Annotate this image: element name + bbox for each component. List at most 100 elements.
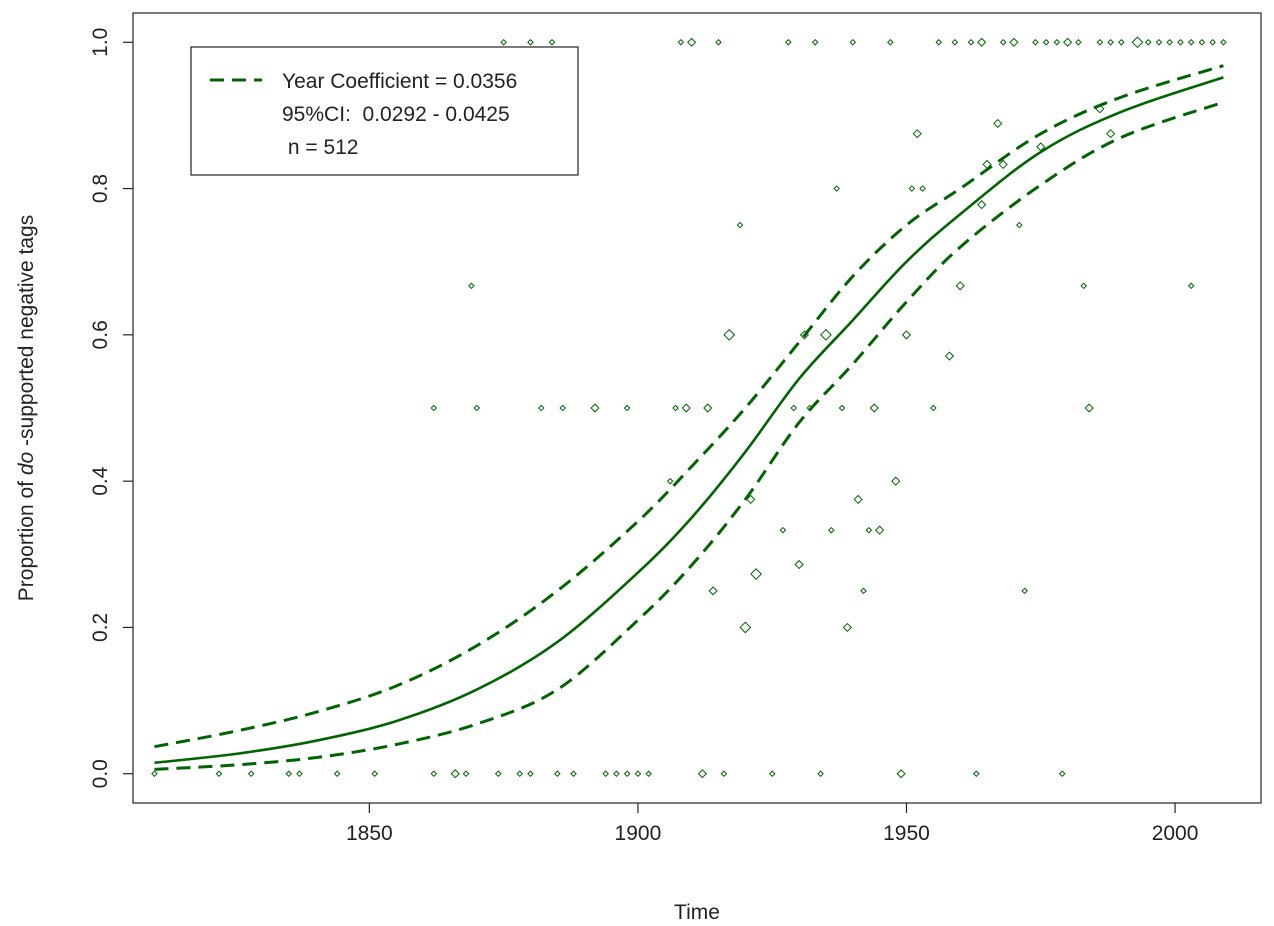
data-point (750, 568, 762, 580)
data-point (827, 526, 835, 534)
x-tick-label: 1900 (615, 822, 662, 845)
x-axis-label: Time (674, 901, 720, 924)
data-point (500, 38, 507, 46)
data-point (1042, 38, 1050, 46)
data-point (570, 770, 577, 778)
data-point (634, 770, 642, 778)
data-point (516, 770, 524, 778)
data-point (833, 185, 840, 192)
data-point (842, 622, 853, 633)
data-point (849, 38, 857, 46)
data-point (215, 770, 223, 778)
data-point (1032, 38, 1039, 46)
data-point (869, 403, 879, 413)
data-point (285, 770, 293, 778)
data-point (1220, 38, 1227, 46)
data-point (993, 118, 1003, 129)
data-point (919, 185, 926, 192)
y-tick-label: 0.2 (89, 613, 112, 642)
legend-box (190, 46, 579, 176)
data-point (494, 770, 502, 778)
y-axis-label-suffix: -supported negative tags (15, 215, 38, 452)
data-point (799, 330, 810, 340)
data-point (779, 526, 787, 534)
data-point (999, 38, 1007, 46)
data-point (785, 38, 792, 46)
data-point (1015, 221, 1023, 229)
data-point (820, 328, 832, 341)
data-point (1166, 38, 1173, 46)
data-point (806, 404, 814, 412)
data-point (559, 404, 567, 412)
data-point (623, 404, 631, 412)
data-point (1053, 38, 1061, 46)
data-point (1096, 38, 1104, 46)
x-axis: 1850 1900 1950 2000 (346, 803, 1198, 845)
y-tick-label: 0.8 (89, 174, 112, 203)
data-point (430, 404, 438, 412)
data-point (715, 38, 722, 46)
data-point (896, 769, 906, 779)
data-point (1075, 38, 1082, 46)
y-axis-label-italic: do (15, 451, 38, 475)
data-point (430, 770, 438, 778)
legend-line-n: n = 512 (282, 136, 358, 159)
data-point (875, 525, 885, 535)
x-tick-label: 2000 (1152, 822, 1199, 845)
data-point (723, 328, 736, 341)
data-point (973, 770, 980, 778)
y-tick-label: 0.0 (89, 759, 112, 788)
data-point (951, 38, 959, 46)
data-point (1198, 38, 1206, 46)
data-point (1009, 37, 1019, 47)
data-point (333, 770, 341, 778)
legend-line-coefficient: Year Coefficient = 0.0356 (282, 70, 517, 93)
data-point (1155, 38, 1163, 46)
data-point (548, 38, 556, 46)
data-point (930, 404, 937, 412)
data-point (645, 770, 652, 778)
data-point (1105, 129, 1116, 139)
ci-upper-line (154, 64, 1224, 749)
data-point (955, 281, 965, 291)
legend-line-ci: 95%CI: 0.0292 - 0.0425 (282, 103, 510, 126)
data-point (887, 38, 894, 46)
data-point (982, 159, 992, 170)
data-point (708, 586, 718, 596)
data-point (901, 330, 912, 340)
data-point (151, 770, 158, 778)
data-point (838, 404, 846, 412)
data-point (998, 159, 1008, 170)
y-tick-label: 0.4 (89, 466, 112, 496)
data-point (703, 403, 713, 413)
data-point (527, 770, 534, 778)
data-points (151, 36, 1227, 779)
y-axis-label-prefix: Proportion of (15, 475, 38, 601)
ci-lower-line (154, 100, 1224, 771)
data-point (720, 770, 728, 778)
plot-frame (132, 12, 1262, 804)
data-point (768, 770, 776, 778)
data-point (1080, 282, 1088, 290)
data-point (1144, 38, 1152, 46)
data-point (739, 621, 752, 634)
x-tick-label: 1850 (346, 822, 393, 845)
data-point (865, 526, 873, 534)
data-point (1187, 282, 1195, 290)
data-point (450, 769, 460, 779)
data-point (944, 351, 955, 361)
data-point (1209, 38, 1216, 46)
data-point (1187, 38, 1195, 46)
data-point (794, 559, 804, 570)
data-point (247, 770, 255, 778)
x-tick-label: 1950 (883, 822, 930, 845)
data-point (462, 770, 470, 778)
data-point (681, 403, 691, 413)
data-point (666, 477, 674, 485)
data-point (908, 185, 916, 192)
data-point (1036, 142, 1046, 152)
data-point (736, 221, 744, 229)
data-point (687, 37, 697, 47)
data-point (590, 403, 600, 413)
